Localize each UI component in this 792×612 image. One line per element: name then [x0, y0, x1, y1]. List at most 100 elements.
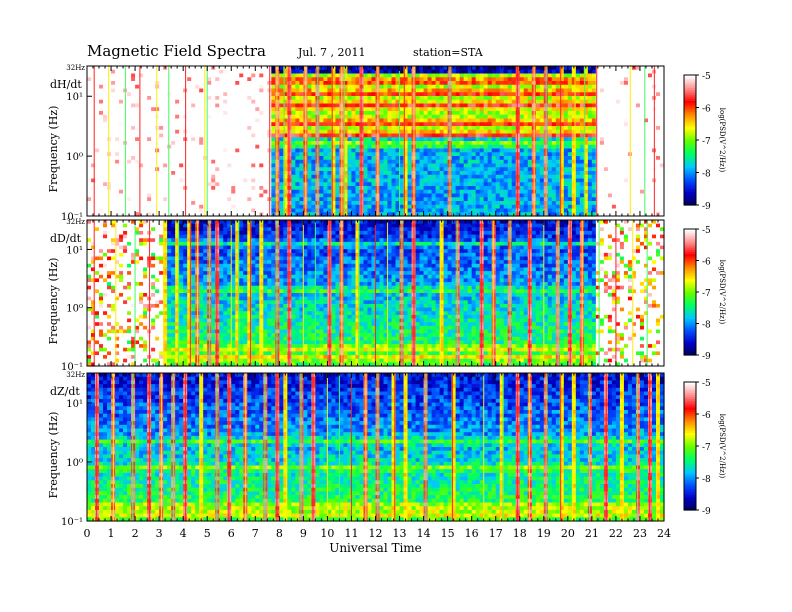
- x-tick-label: 18: [513, 527, 527, 540]
- colorbar-cell: [684, 176, 696, 180]
- x-tick-label: 12: [369, 527, 383, 540]
- colorbar-cell: [684, 433, 696, 436]
- colorbar-cell: [684, 488, 696, 492]
- colorbar-cell: [684, 507, 696, 511]
- colorbar-cell: [684, 268, 696, 272]
- colorbar-cell: [684, 298, 696, 301]
- x-tick-label: 17: [489, 527, 503, 540]
- colorbar-cell: [684, 140, 696, 143]
- x-tick-label: 14: [417, 527, 431, 540]
- chart-title: Magnetic Field Spectra: [87, 42, 266, 60]
- colorbar-cell: [684, 92, 696, 96]
- colorbar-tick-label: -6: [702, 258, 711, 268]
- colorbar-cell: [684, 435, 696, 439]
- x-tick-label: 4: [180, 527, 187, 540]
- colorbar-cell: [684, 416, 696, 419]
- colorbar-cell: [684, 310, 696, 314]
- colorbar-cell: [684, 107, 696, 111]
- x-tick-label: 16: [465, 527, 479, 540]
- colorbar-cell: [684, 292, 696, 295]
- colorbar-cell: [684, 411, 696, 415]
- colorbar-cell: [684, 135, 696, 139]
- colorbar-cell: [684, 448, 696, 451]
- colorbar-cell: [684, 168, 696, 171]
- colorbar-cell: [684, 179, 696, 182]
- colorbar-cell: [684, 338, 696, 341]
- x-tick-label: 13: [393, 527, 407, 540]
- colorbar-cell: [684, 403, 696, 407]
- colorbar-cell: [684, 146, 696, 150]
- colorbar-cell: [684, 196, 696, 200]
- colorbar-cell: [684, 313, 696, 316]
- y-tick-label: 10⁻¹: [61, 362, 83, 373]
- colorbar-tick-label: -6: [702, 105, 711, 115]
- colorbar-cell: [684, 150, 696, 154]
- colorbar-tick-label: -9: [702, 507, 711, 517]
- colorbar-cell: [684, 111, 696, 115]
- colorbar-cell: [684, 331, 696, 335]
- colorbar-cell: [684, 475, 696, 479]
- colorbar-cell: [684, 260, 696, 264]
- colorbar-cell: [684, 114, 696, 117]
- colorbar-cell: [684, 407, 696, 411]
- colorbar-cell: [684, 88, 696, 91]
- colorbar-cell: [684, 300, 696, 304]
- colorbar-cell: [684, 317, 696, 320]
- colorbar-cell: [684, 422, 696, 426]
- colorbar-cell: [684, 348, 696, 352]
- y-tick-label: 10⁰: [66, 304, 83, 315]
- colorbar-cell: [684, 266, 696, 270]
- x-tick-label: 5: [204, 527, 211, 540]
- y-axis-label: Frequency (Hz): [47, 106, 60, 193]
- colorbar-cell: [684, 454, 696, 458]
- colorbar-cell: [684, 420, 696, 424]
- colorbar-cell: [684, 189, 696, 193]
- colorbar-cell: [684, 460, 696, 464]
- colorbar-cell: [684, 131, 696, 135]
- colorbar-cell: [684, 352, 696, 356]
- colorbar-tick-label: -9: [702, 202, 711, 212]
- colorbar-cell: [684, 492, 696, 496]
- colorbar-cell: [684, 501, 696, 505]
- colorbar-tick-label: -5: [702, 379, 711, 389]
- x-tick-label: 23: [633, 527, 647, 540]
- colorbar-cell: [684, 254, 696, 257]
- colorbar-cell: [684, 473, 696, 477]
- top-frequency-label: 32Hz: [66, 64, 85, 72]
- colorbar-cell: [684, 344, 696, 348]
- chart-station: station=STA: [413, 46, 483, 59]
- colorbar-cell: [684, 334, 696, 337]
- colorbar-cell: [684, 172, 696, 176]
- colorbar-cell: [684, 484, 696, 488]
- chart-date: Jul. 7 , 2011: [298, 46, 366, 59]
- colorbar-cell: [684, 237, 696, 241]
- colorbar-cell: [684, 463, 696, 466]
- colorbar-cell: [684, 414, 696, 417]
- colorbar-tick-label: -6: [702, 411, 711, 421]
- x-tick-label: 6: [228, 527, 235, 540]
- colorbar-cell: [684, 148, 696, 152]
- x-tick-label: 7: [252, 527, 259, 540]
- colorbar-cell: [684, 437, 696, 441]
- colorbar-cell: [684, 279, 696, 283]
- colorbar-cell: [684, 450, 696, 453]
- colorbar-cell: [684, 478, 696, 481]
- colorbar-cell: [684, 105, 696, 109]
- colorbar-cell: [684, 262, 696, 266]
- colorbar-cell: [684, 315, 696, 318]
- colorbar-tick-label: -8: [702, 321, 711, 331]
- colorbar-cell: [684, 75, 696, 78]
- colorbar-cell: [684, 137, 696, 141]
- colorbar-cell: [684, 181, 696, 184]
- colorbar-tick-label: -9: [702, 352, 711, 362]
- x-tick-label: 3: [156, 527, 163, 540]
- colorbar-cell: [684, 245, 696, 249]
- colorbar-cell: [684, 467, 696, 471]
- colorbar-cell: [684, 174, 696, 178]
- colorbar-cell: [684, 81, 696, 85]
- y-axis-label: Frequency (Hz): [47, 258, 60, 345]
- colorbar-cell: [684, 157, 696, 161]
- colorbar-cell: [684, 275, 696, 278]
- colorbar-cell: [684, 439, 696, 443]
- colorbar-cell: [684, 133, 696, 137]
